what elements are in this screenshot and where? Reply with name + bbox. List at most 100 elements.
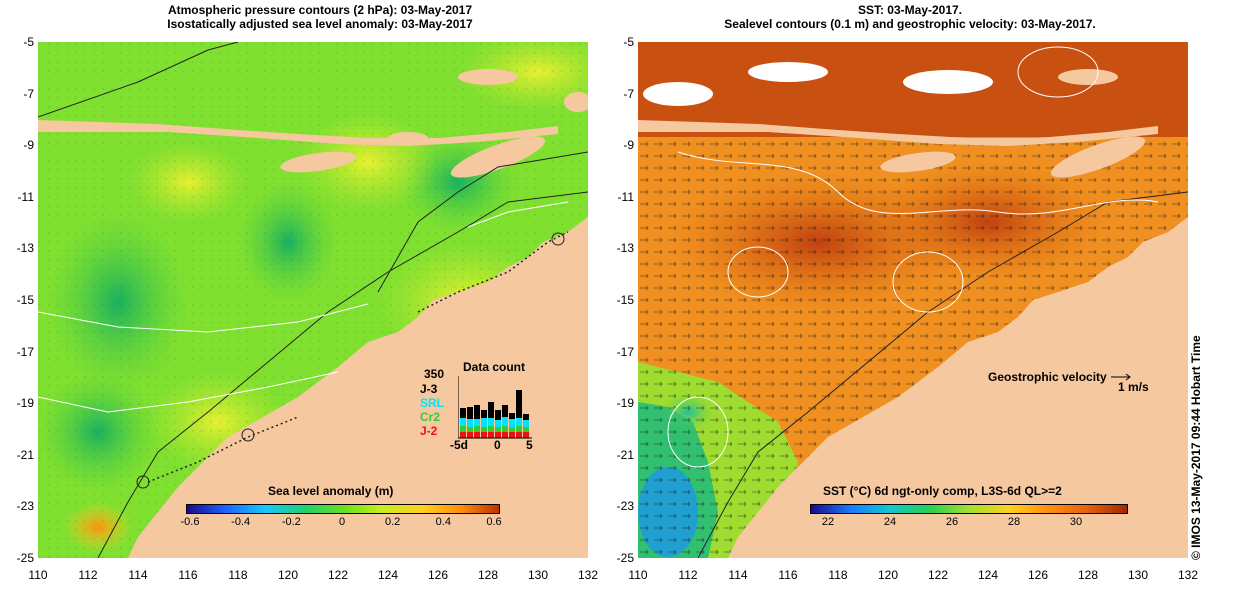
mission-label: J-3 <box>420 382 438 396</box>
data-count-bar-segment <box>488 418 494 426</box>
x-axis-label: 118 <box>228 568 248 582</box>
x-axis-label: 126 <box>427 568 449 582</box>
data-count-bar-segment <box>474 432 480 438</box>
x-axis-label: 120 <box>877 568 899 582</box>
data-count-bar-segment <box>467 427 473 432</box>
y-axis-label: -15 <box>616 293 634 307</box>
data-count-bar-segment <box>467 432 473 438</box>
y-axis-label: -7 <box>23 86 34 101</box>
x-axis-label: 130 <box>527 568 549 582</box>
colorbar-label: -0.6 <box>180 516 200 528</box>
data-count-x-label: -5d <box>450 438 468 452</box>
sst-colorbar <box>810 504 1128 514</box>
data-count-bar-segment <box>509 427 515 432</box>
sla-colorbar-title: Sea level anomaly (m) <box>268 484 394 498</box>
x-axis-label: 116 <box>178 568 198 582</box>
colorbar-label: 28 <box>1007 516 1021 528</box>
x-axis-label: 110 <box>628 568 648 582</box>
data-count-bar-segment <box>474 419 480 426</box>
data-count-bar-segment <box>481 432 487 438</box>
data-count-bar-segment <box>474 426 480 432</box>
velocity-key-label: Geostrophic velocity <box>988 370 1107 384</box>
data-count-axes <box>458 376 532 439</box>
imos-timestamp: © IMOS 13-May-2017 09:44 Hobart Time <box>1189 335 1203 560</box>
y-axis-label: -23 <box>616 499 634 514</box>
data-count-bar-segment <box>495 427 501 432</box>
x-axis-label: 128 <box>477 568 499 582</box>
velocity-key: Geostrophic velocity 1 m/s <box>988 370 1149 394</box>
data-count-bar-segment <box>467 419 473 427</box>
x-axis-label: 128 <box>1077 568 1099 582</box>
velocity-key-scale: 1 m/s <box>1118 380 1149 394</box>
x-axis-label: 112 <box>78 568 98 582</box>
data-count-max: 350 <box>424 367 445 381</box>
data-count-bar-segment <box>460 426 466 432</box>
data-count-x-label: 0 <box>494 438 501 452</box>
data-count-bar-segment <box>467 407 473 419</box>
mission-label: SRL <box>420 396 444 410</box>
data-count-bar-segment <box>516 426 522 432</box>
y-axis-label: -21 <box>16 447 34 462</box>
data-count-bar-segment <box>495 432 501 438</box>
data-count-chart <box>458 376 532 439</box>
data-count-legend: 350 Data count J-3 SRL Cr2 J-2 -5d 0 5 <box>408 360 578 452</box>
y-axis-label: -9 <box>23 138 34 153</box>
data-count-bar-segment <box>523 420 529 427</box>
mission-label: Cr2 <box>420 410 441 424</box>
data-count-bar-segment <box>488 432 494 438</box>
y-axis-label: -7 <box>623 86 634 101</box>
data-count-bar-segment <box>523 427 529 432</box>
x-axis-label: 132 <box>1177 568 1199 582</box>
data-count-bar-segment <box>509 413 515 419</box>
y-axis-label: -13 <box>16 241 34 256</box>
data-count-bar-segment <box>481 418 487 427</box>
data-count-bar-segment <box>460 408 466 418</box>
y-axis-label: -11 <box>617 189 634 204</box>
data-count-bar-segment <box>516 432 522 438</box>
data-count-bar-segment <box>481 410 487 418</box>
x-axis-label: 130 <box>1127 568 1149 582</box>
left-title: Atmospheric pressure contours (2 hPa): 0… <box>120 3 520 31</box>
y-axis-label: -17 <box>616 344 634 359</box>
right-title-line2: Sealevel contours (0.1 m) and geostrophi… <box>724 17 1096 31</box>
x-axis-label: 114 <box>128 568 148 582</box>
data-count-bar-segment <box>460 418 466 426</box>
data-count-bar-segment <box>509 432 515 438</box>
y-axis-label: -17 <box>16 344 34 359</box>
x-axis-label: 122 <box>927 568 949 582</box>
colorbar-label: 22 <box>821 516 835 528</box>
colorbar-label: 26 <box>945 516 959 528</box>
x-axis-label: 114 <box>728 568 748 582</box>
mission-label: J-2 <box>420 424 438 438</box>
x-axis-label: 132 <box>577 568 599 582</box>
sst-map-graphic <box>638 42 1188 558</box>
left-title-line1: Atmospheric pressure contours (2 hPa): 0… <box>167 3 473 17</box>
data-count-bar-segment <box>502 432 508 438</box>
y-axis-label: -23 <box>16 499 34 514</box>
x-axis-label: 124 <box>377 568 399 582</box>
sea-level-anomaly-map: 350 Data count J-3 SRL Cr2 J-2 -5d 0 5 Sea le… <box>38 42 588 558</box>
x-axis-label: 126 <box>1027 568 1049 582</box>
sla-colorbar <box>186 504 500 514</box>
y-axis-label: -25 <box>16 551 34 565</box>
sla-map-graphic <box>38 42 588 558</box>
data-count-bar-segment <box>523 432 529 438</box>
y-axis-label: -15 <box>16 293 34 307</box>
data-count-x-label: 5 <box>526 438 533 452</box>
y-axis-label: -25 <box>616 551 634 565</box>
colorbar-label: 0.4 <box>435 516 451 528</box>
data-count-bar-segment <box>509 419 515 427</box>
x-axis-label: 122 <box>327 568 349 582</box>
velocity-arrow-icon <box>1110 370 1132 384</box>
y-axis-label: -19 <box>616 396 634 411</box>
data-count-bar-segment <box>474 405 480 419</box>
data-count-title: Data count <box>463 360 526 374</box>
right-title: SST: 03-May-2017. Sealevel contours (0.1… <box>650 3 1170 31</box>
left-title-line2: Isostatically adjusted sea level anomaly… <box>167 17 473 31</box>
sst-colorbar-title: SST (°C) 6d ngt-only comp, L3S-6d QL>=2 <box>823 484 1062 498</box>
data-count-bar-segment <box>495 410 501 420</box>
colorbar-label: -0.4 <box>231 516 251 528</box>
x-axis-label: 112 <box>678 568 698 582</box>
data-count-bar-segment <box>523 414 529 420</box>
sst-map: Geostrophic velocity 1 m/s SST (°C) 6d n… <box>638 42 1188 558</box>
